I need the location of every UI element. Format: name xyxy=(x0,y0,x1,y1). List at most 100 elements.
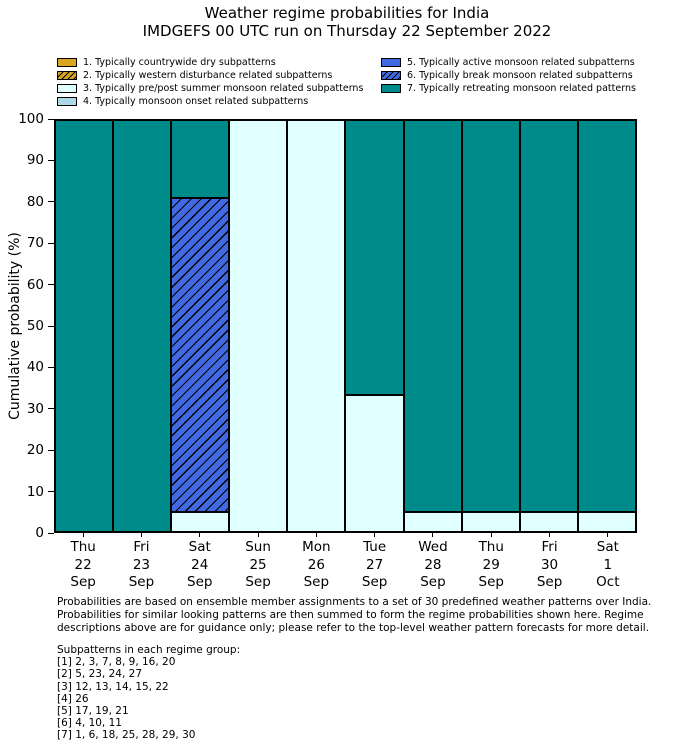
x-tick-label: Thu 29 Sep xyxy=(478,539,504,590)
segment-regime-7 xyxy=(461,120,520,513)
bar-sun-25-sep xyxy=(229,120,288,532)
y-tick-label: 30 xyxy=(26,400,44,417)
legend-column-left: 1. Typically countrywide dry subpatterns… xyxy=(57,56,363,108)
x-tick-label: Fri 30 Sep xyxy=(536,539,563,590)
legend-item-4: 4. Typically monsoon onset related subpa… xyxy=(57,95,363,108)
x-tick xyxy=(432,533,434,537)
y-tick xyxy=(48,118,54,120)
chart-title: Weather regime probabilities for India xyxy=(204,4,490,22)
segment-regime-3 xyxy=(171,512,230,532)
legend-label-4: 4. Typically monsoon onset related subpa… xyxy=(83,96,309,107)
y-tick xyxy=(48,408,54,410)
x-tick-label: Thu 22 Sep xyxy=(70,539,96,590)
legend-label-2: 2. Typically western disturbance related… xyxy=(83,70,333,81)
bar-sat-1-oct xyxy=(577,120,636,532)
segment-regime-3 xyxy=(403,512,462,532)
y-tick-label: 100 xyxy=(18,111,44,127)
legend-item-6: 6. Typically break monsoon related subpa… xyxy=(381,69,636,82)
y-tick xyxy=(48,284,54,286)
x-tick-label: Tue 27 Sep xyxy=(361,539,388,590)
x-tick-label: Fri 23 Sep xyxy=(128,539,155,590)
segment-regime-7 xyxy=(577,120,636,513)
legend-swatch-1 xyxy=(57,58,77,67)
legend-label-6: 6. Typically break monsoon related subpa… xyxy=(407,70,633,81)
bar-thu-29-sep xyxy=(461,120,520,532)
chart-subtitle: IMDGEFS 00 UTC run on Thursday 22 Septem… xyxy=(142,22,552,40)
legend-item-2: 2. Typically western disturbance related… xyxy=(57,69,363,82)
y-tick xyxy=(48,532,54,534)
segment-regime-3 xyxy=(519,512,578,532)
y-tick xyxy=(48,159,54,161)
subpattern-group: [6] 4, 10, 11 xyxy=(57,717,122,730)
x-tick xyxy=(82,533,84,537)
x-tick xyxy=(490,533,492,537)
y-tick xyxy=(48,325,54,327)
segment-regime-7 xyxy=(403,120,462,513)
legend-label-7: 7. Typically retreating monsoon related … xyxy=(407,83,636,94)
y-tick xyxy=(48,449,54,451)
legend-swatch-3 xyxy=(57,84,77,93)
subpatterns-groups: [1] 2, 3, 7, 8, 9, 16, 20 [2] 5, 23, 24, … xyxy=(57,656,240,741)
legend-column-right: 5. Typically active monsoon related subp… xyxy=(381,56,636,95)
segment-regime-3 xyxy=(577,512,636,532)
bar-thu-22-sep xyxy=(55,120,114,532)
segment-regime-3 xyxy=(287,120,346,532)
legend-item-5: 5. Typically active monsoon related subp… xyxy=(381,56,636,69)
x-tick-label: Mon 26 Sep xyxy=(302,539,331,590)
legend-label-3: 3. Typically pre/post summer monsoon rel… xyxy=(83,83,364,94)
legend-swatch-4 xyxy=(57,97,77,106)
bar-tue-27-sep xyxy=(345,120,404,532)
subpattern-group: [1] 2, 3, 7, 8, 9, 16, 20 xyxy=(57,656,176,669)
legend-swatch-5 xyxy=(381,58,401,67)
y-tick xyxy=(48,366,54,368)
plot-area xyxy=(54,119,637,533)
x-tick xyxy=(374,533,376,537)
bar-mon-26-sep xyxy=(287,120,346,532)
segment-regime-3 xyxy=(345,394,404,532)
y-tick xyxy=(48,491,54,493)
bar-fri-30-sep xyxy=(519,120,578,532)
bar-wed-28-sep xyxy=(403,120,462,532)
x-tick xyxy=(315,533,317,537)
legend-item-3: 3. Typically pre/post summer monsoon rel… xyxy=(57,82,363,95)
x-axis: Thu 22 Sep Fri 23 Sep Sat 24 Sep Sun 25 Sep… xyxy=(54,533,637,595)
segment-regime-7 xyxy=(113,120,172,532)
y-tick-label: 70 xyxy=(26,235,44,252)
legend-label-5: 5. Typically active monsoon related subp… xyxy=(407,57,635,68)
y-tick-label: 40 xyxy=(26,359,44,376)
subpatterns-header: Subpatterns in each regime group: xyxy=(57,644,241,656)
legend-swatch-7 xyxy=(381,84,401,93)
footnote-line: descriptions above are for guidance only… xyxy=(57,622,650,635)
subpattern-group: [2] 5, 23, 24, 27 xyxy=(57,668,142,681)
legend-item-7: 7. Typically retreating monsoon related … xyxy=(381,82,636,95)
y-tick-label: 50 xyxy=(26,318,44,334)
footnote: Probabilities are based on ensemble memb… xyxy=(57,596,651,636)
x-tick-label: Wed 28 Sep xyxy=(418,539,448,590)
x-tick xyxy=(607,533,609,537)
subpattern-group: [7] 1, 6, 18, 25, 28, 29, 30 xyxy=(57,729,196,742)
segment-regime-7 xyxy=(345,120,404,395)
y-tick xyxy=(48,242,54,244)
footnote-line: Probabilities for similar looking patter… xyxy=(57,609,644,622)
y-tick-label: 80 xyxy=(26,193,44,210)
x-tick xyxy=(549,533,551,537)
segment-regime-6 xyxy=(171,198,230,513)
legend-item-1: 1. Typically countrywide dry subpatterns xyxy=(57,56,363,69)
subpatterns-block: Subpatterns in each regime group: [1] 2,… xyxy=(57,644,240,742)
legend-label-1: 1. Typically countrywide dry subpatterns xyxy=(83,57,276,68)
segment-regime-7 xyxy=(519,120,578,513)
legend-swatch-6 xyxy=(381,71,401,80)
segment-regime-7 xyxy=(171,120,230,199)
bar-sat-24-sep xyxy=(171,120,230,532)
x-tick-label: Sat 1 Oct xyxy=(596,539,620,590)
bar-fri-23-sep xyxy=(113,120,172,532)
y-tick-label: 90 xyxy=(26,152,44,169)
y-tick-label: 10 xyxy=(26,483,44,500)
segment-regime-7 xyxy=(55,120,114,532)
y-tick-label: 0 xyxy=(35,525,44,541)
segment-regime-3 xyxy=(229,120,288,532)
legend-swatch-2 xyxy=(57,71,77,80)
x-tick-label: Sat 24 Sep xyxy=(187,539,213,590)
x-tick xyxy=(257,533,259,537)
